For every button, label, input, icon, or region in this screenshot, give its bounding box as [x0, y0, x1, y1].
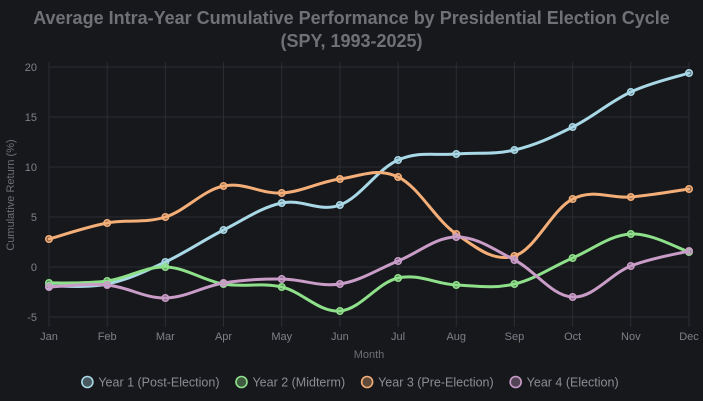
- data-point[interactable]: [684, 69, 693, 78]
- legend-label: Year 3 (Pre-Election): [378, 376, 494, 390]
- data-point[interactable]: [394, 173, 403, 182]
- y-tick-label: 5: [31, 212, 37, 224]
- data-point[interactable]: [103, 280, 112, 289]
- axes: -5 0 5 10 15 20 Jan Feb Mar Apr May Jun Jul Aug Sep Oct…: [25, 62, 700, 343]
- legend-item-3[interactable]: Year 3 (Pre-Election): [360, 375, 494, 390]
- data-point[interactable]: [219, 182, 228, 191]
- data-point[interactable]: [161, 293, 170, 302]
- data-point[interactable]: [277, 189, 286, 198]
- data-point[interactable]: [452, 233, 461, 242]
- data-point[interactable]: [277, 282, 286, 291]
- series-line: [47, 232, 691, 313]
- data-point[interactable]: [568, 254, 577, 263]
- x-tick-label: May: [271, 331, 292, 343]
- x-tick-label: Nov: [621, 331, 641, 343]
- x-tick-label: Dec: [679, 331, 699, 343]
- series-line: [47, 235, 691, 300]
- data-point[interactable]: [394, 273, 403, 282]
- legend-label: Year 4 (Election): [527, 376, 619, 390]
- x-tick-label: Mar: [156, 331, 175, 343]
- legend: Year 1 (Post-Election) Year 2 (Midterm) Ye…: [81, 375, 619, 390]
- data-point[interactable]: [568, 292, 577, 301]
- grid: [48, 62, 690, 327]
- data-point[interactable]: [219, 278, 228, 287]
- data-point[interactable]: [394, 256, 403, 265]
- x-tick-label: Jun: [331, 331, 349, 343]
- data-point[interactable]: [684, 247, 693, 256]
- y-tick-label: 0: [31, 262, 37, 274]
- data-point[interactable]: [335, 279, 344, 288]
- x-tick-label: Aug: [446, 331, 466, 343]
- data-point[interactable]: [510, 279, 519, 288]
- legend-label: Year 1 (Post-Election): [98, 376, 219, 390]
- data-point[interactable]: [277, 199, 286, 208]
- data-point[interactable]: [44, 235, 53, 244]
- legend-swatch: [360, 375, 374, 389]
- data-point[interactable]: [277, 274, 286, 283]
- data-point[interactable]: [161, 213, 170, 222]
- data-point[interactable]: [626, 230, 635, 239]
- data-point[interactable]: [452, 150, 461, 159]
- data-point[interactable]: [335, 175, 344, 184]
- x-tick-label: Jan: [40, 331, 58, 343]
- data-point[interactable]: [684, 185, 693, 194]
- data-point[interactable]: [510, 146, 519, 155]
- data-point[interactable]: [335, 201, 344, 210]
- legend-item-2[interactable]: Year 2 (Midterm): [235, 375, 345, 390]
- x-tick-label: Jul: [391, 331, 405, 343]
- data-point[interactable]: [335, 306, 344, 315]
- data-point[interactable]: [394, 156, 403, 165]
- legend-label: Year 2 (Midterm): [252, 376, 345, 390]
- data-point[interactable]: [568, 195, 577, 204]
- legend-swatch: [509, 375, 522, 389]
- data-point[interactable]: [219, 226, 228, 235]
- x-axis-label: Month: [354, 349, 385, 361]
- series-group: [44, 69, 693, 315]
- data-point[interactable]: [161, 262, 170, 271]
- data-point[interactable]: [626, 88, 635, 97]
- data-point[interactable]: [452, 280, 461, 289]
- series-3: [44, 171, 693, 261]
- series-line: [47, 71, 691, 288]
- y-tick-label: 20: [25, 62, 37, 74]
- series-1: [44, 69, 693, 290]
- chart-title-line-1: Average Intra-Year Cumulative Performanc…: [33, 8, 670, 28]
- legend-item-1[interactable]: Year 1 (Post-Election): [81, 375, 220, 390]
- chart-title-line-2: (SPY, 1993-2025): [280, 31, 422, 51]
- y-tick-label: 15: [25, 112, 37, 124]
- y-axis-label: Cumulative Return (%): [5, 139, 17, 250]
- y-tick-label: -5: [27, 312, 37, 324]
- data-point[interactable]: [103, 219, 112, 228]
- series-line: [47, 171, 691, 259]
- legend-swatch: [235, 375, 248, 389]
- data-point[interactable]: [626, 193, 635, 202]
- series-4: [44, 233, 693, 302]
- data-point[interactable]: [568, 123, 577, 132]
- data-point[interactable]: [626, 261, 635, 270]
- x-tick-label: Feb: [98, 331, 117, 343]
- x-tick-label: Apr: [215, 331, 232, 343]
- data-point[interactable]: [510, 255, 519, 264]
- x-tick-label: Oct: [564, 331, 581, 343]
- x-tick-label: Sep: [505, 331, 525, 343]
- data-point[interactable]: [44, 282, 53, 291]
- y-tick-label: 10: [25, 162, 37, 174]
- legend-swatch: [81, 375, 94, 389]
- legend-item-4[interactable]: Year 4 (Election): [509, 375, 619, 390]
